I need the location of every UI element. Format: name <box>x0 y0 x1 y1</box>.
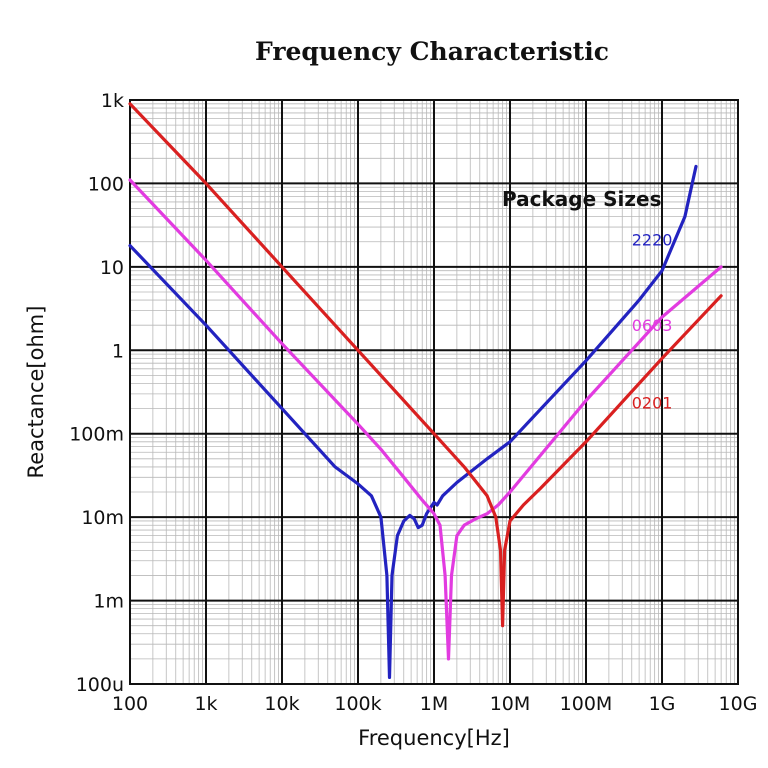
plot-frame <box>129 99 739 685</box>
y-tick-label: 1k <box>101 90 124 112</box>
series-label-0201: 0201 <box>632 394 673 413</box>
legend-title: Package Sizes <box>502 187 661 211</box>
x-tick-label: 10M <box>490 693 531 715</box>
y-tick-label: 1m <box>93 591 124 613</box>
series-line-0603 <box>128 178 723 661</box>
y-tick-labels: 100u 1m 10m 100m 1 10 100 1k <box>69 90 124 696</box>
y-axis-label: Reactance[ohm] <box>24 306 48 479</box>
chart-title: Frequency Characteristic <box>255 37 609 66</box>
x-tick-label: 100M <box>560 693 613 715</box>
x-tick-label: 1G <box>649 693 676 715</box>
x-tick-label: 1M <box>420 693 448 715</box>
series-label-0603: 0603 <box>632 316 673 335</box>
y-tick-label: 100m <box>69 424 124 446</box>
series-label-2220: 2220 <box>632 231 673 250</box>
y-tick-label: 100u <box>76 674 124 696</box>
y-tick-label: 10 <box>100 257 124 279</box>
series-labels: 2220 0603 0201 <box>632 231 673 413</box>
x-axis-label: Frequency[Hz] <box>358 726 510 750</box>
y-tick-label: 1 <box>112 340 124 362</box>
series-layer <box>128 102 723 679</box>
x-tick-label: 1k <box>194 693 217 715</box>
y-tick-label: 100 <box>88 173 124 195</box>
series-line-0201 <box>128 102 723 628</box>
y-tick-label: 10m <box>81 507 124 529</box>
x-tick-labels: 100 1k 10k 100k 1M 10M 100M 1G 10G <box>112 693 758 715</box>
x-tick-label: 10k <box>264 693 299 715</box>
x-tick-label: 100 <box>112 693 148 715</box>
x-tick-label: 10G <box>719 693 758 715</box>
x-tick-label: 100k <box>334 693 381 715</box>
series-line-2220 <box>128 164 698 679</box>
